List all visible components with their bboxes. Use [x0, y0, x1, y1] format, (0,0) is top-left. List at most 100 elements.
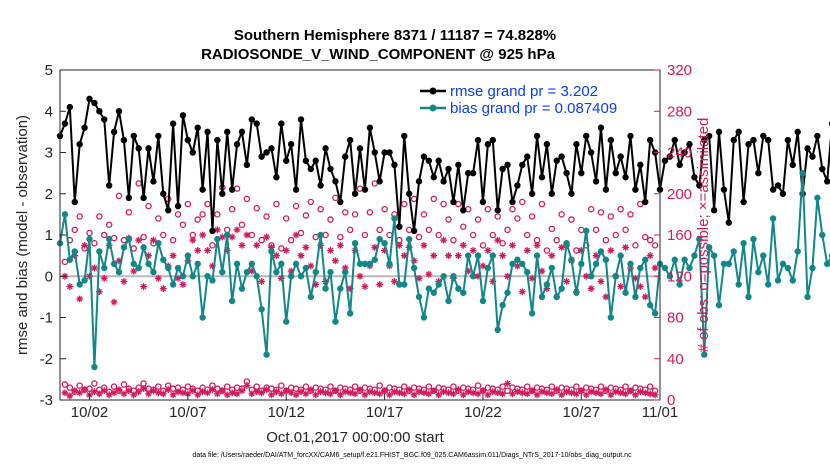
bias-data-point [819, 231, 826, 239]
assimilated-obs-marker [179, 281, 187, 288]
bias-data-point [720, 260, 728, 268]
assimilated-obs-marker [204, 389, 211, 397]
rmse-data-point [337, 198, 344, 206]
assimilated-obs-marker [602, 386, 610, 394]
possible-obs-marker [76, 213, 83, 220]
bias-data-point [804, 293, 811, 301]
assimilated-obs-marker [130, 267, 138, 275]
assimilated-obs-marker [159, 285, 167, 293]
assimilated-obs-marker [430, 252, 438, 260]
possible-obs-marker [223, 383, 231, 390]
rmse-data-point [479, 198, 487, 206]
bias-data-point [415, 293, 423, 301]
bias-data-point [396, 281, 403, 288]
possible-obs-marker [258, 236, 265, 244]
rmse-data-point [420, 153, 428, 160]
bias-data-point [612, 273, 619, 280]
rmse-data-point [499, 165, 506, 173]
assimilated-obs-marker [81, 241, 88, 249]
bias-data-point [110, 260, 118, 268]
assimilated-obs-marker [312, 391, 320, 399]
assimilated-obs-marker [341, 388, 349, 396]
bias-data-point [371, 256, 378, 263]
bias-data-point [81, 277, 88, 284]
possible-obs-marker [327, 216, 334, 223]
bias-data-point [381, 240, 388, 247]
possible-obs-marker [538, 200, 546, 208]
possible-obs-marker [519, 198, 526, 206]
assimilated-obs-marker [563, 388, 570, 396]
rmse-data-point [789, 161, 796, 169]
bias-data-point [440, 273, 447, 280]
possible-obs-marker [278, 382, 285, 389]
y-left-tick-label: 4 [45, 103, 53, 120]
assimilated-obs-marker [327, 390, 334, 398]
possible-obs-marker [96, 213, 103, 220]
bias-data-point [568, 256, 575, 263]
rmse-data-point [125, 194, 133, 202]
rmse-data-point [253, 120, 260, 127]
rmse-data-point [701, 136, 708, 144]
rmse-data-point [425, 157, 433, 164]
possible-obs-marker [450, 236, 457, 244]
bias-data-point [184, 252, 192, 259]
bias-data-point [750, 235, 757, 243]
possible-obs-marker [627, 211, 634, 218]
rmse-data-point [764, 136, 772, 144]
bias-data-point [484, 264, 492, 272]
bias-data-point [646, 301, 654, 309]
possible-obs-marker [174, 211, 182, 218]
assimilated-obs-marker [376, 390, 384, 398]
assimilated-obs-marker [179, 389, 187, 397]
bias-data-point [533, 252, 541, 259]
bias-data-point [361, 260, 369, 268]
rmse-data-point [612, 169, 619, 177]
assimilated-obs-marker [145, 390, 152, 398]
possible-obs-marker [91, 380, 98, 387]
assimilated-obs-marker [76, 389, 84, 397]
bias-data-point [563, 240, 570, 247]
rmse-data-point [248, 116, 256, 123]
rmse-data-point [297, 116, 305, 123]
rmse-data-point [489, 136, 496, 144]
bias-data-point [401, 281, 408, 288]
assimilated-obs-marker [504, 380, 511, 387]
x-tick-label: 10/12 [267, 404, 305, 421]
rmse-data-point [169, 120, 177, 127]
assimilated-obs-marker [135, 236, 143, 244]
assimilated-obs-marker [140, 385, 148, 393]
bias-data-point [696, 235, 703, 243]
assimilated-obs-marker [641, 389, 649, 397]
rmse-data-point [450, 198, 457, 206]
rmse-data-point [204, 128, 211, 136]
assimilated-obs-marker [474, 390, 482, 398]
possible-obs-marker [273, 200, 280, 208]
assimilated-obs-marker [204, 247, 211, 254]
assimilated-obs-marker [292, 391, 300, 399]
assimilated-obs-marker [592, 389, 600, 397]
rmse-data-point [273, 174, 280, 181]
bias-data-point [573, 289, 580, 296]
rmse-data-point [691, 174, 698, 181]
rmse-data-point [469, 169, 477, 177]
rmse-data-point [258, 153, 265, 160]
bias-data-point [681, 256, 688, 263]
possible-obs-marker [243, 195, 251, 203]
bias-data-point [455, 285, 462, 292]
bias-data-point [391, 215, 398, 222]
assimilated-obs-marker [110, 389, 118, 397]
bias-data-point [543, 281, 551, 288]
rmse-data-point [760, 132, 767, 140]
assimilated-obs-marker [332, 257, 339, 265]
assimilated-obs-marker [327, 247, 334, 254]
data-file-footnote: data file: /Users/raeder/DAI/ATM_forcXX/… [192, 452, 632, 459]
bias-data-point [135, 264, 142, 272]
rmse-data-point [460, 207, 467, 214]
bias-data-point [214, 235, 221, 243]
rmse-data-point [646, 136, 654, 144]
bias-data-point [755, 268, 762, 276]
bias-data-point [504, 289, 511, 296]
legend-rmse-marker [429, 87, 437, 95]
rmse-data-point [617, 153, 624, 160]
assimilated-obs-marker [533, 391, 541, 399]
